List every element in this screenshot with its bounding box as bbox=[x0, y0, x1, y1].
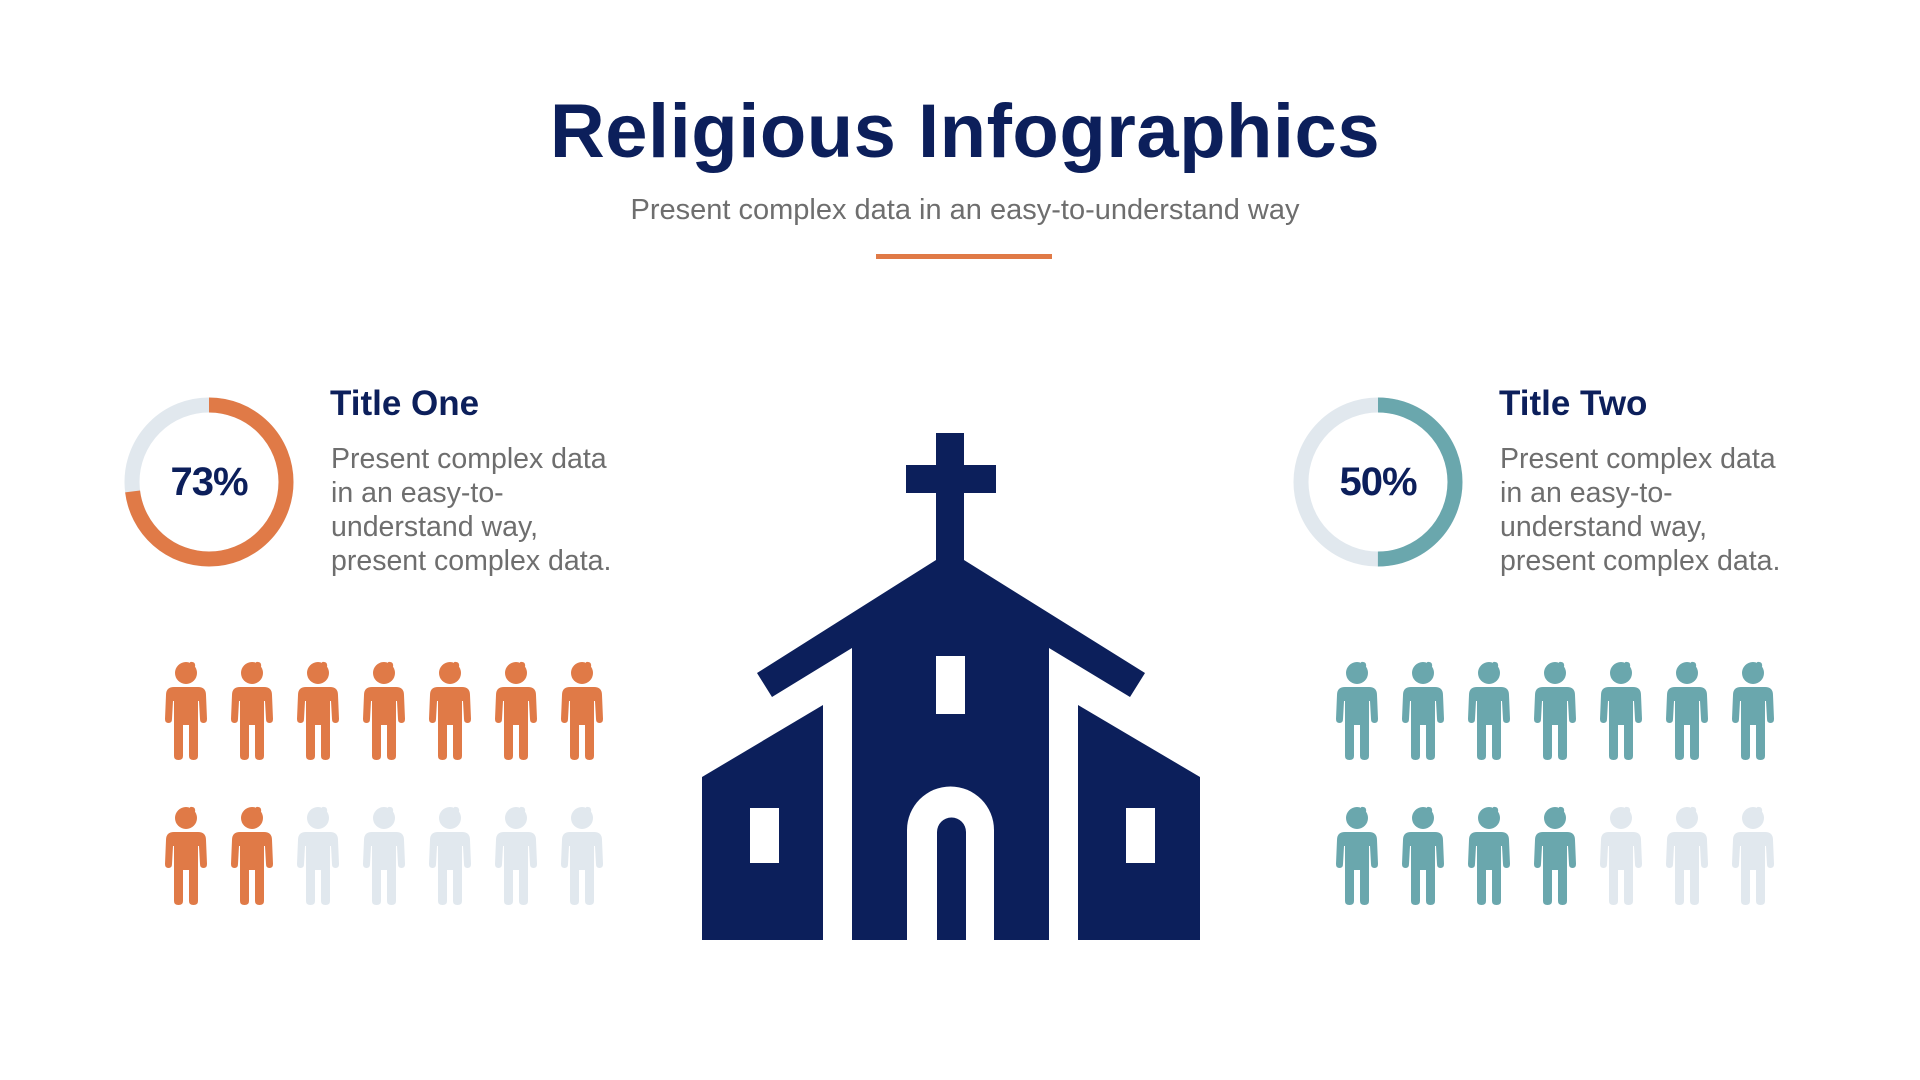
church-door-arch bbox=[907, 786, 994, 940]
church-upper-window bbox=[936, 656, 965, 714]
person-icon bbox=[165, 661, 207, 760]
person-icon bbox=[1732, 661, 1774, 760]
person-icon bbox=[1402, 661, 1444, 760]
cross-horizontal bbox=[906, 465, 996, 493]
person-icon bbox=[1336, 661, 1378, 760]
church-right-wing bbox=[1078, 705, 1200, 940]
person-icon bbox=[1600, 661, 1642, 760]
description-line: understand way, bbox=[331, 511, 539, 543]
description-line: present complex data. bbox=[331, 545, 612, 577]
title-divider bbox=[876, 254, 1052, 259]
person-icon bbox=[165, 806, 207, 905]
person-icon bbox=[1468, 806, 1510, 905]
person-icon bbox=[231, 806, 273, 905]
person-icon bbox=[297, 661, 339, 760]
page-title: Religious Infographics bbox=[549, 89, 1381, 174]
person-icon bbox=[1534, 806, 1576, 905]
percent-label-two: 50% bbox=[1339, 460, 1417, 504]
description-line: in an easy-to- bbox=[331, 477, 504, 509]
church-door bbox=[937, 817, 966, 940]
description-line: understand way, bbox=[1500, 511, 1708, 543]
people-grid-one bbox=[165, 661, 603, 905]
panel-description-one: Present complex data in an easy-to- unde… bbox=[331, 442, 691, 578]
person-icon bbox=[1666, 806, 1708, 905]
church-right-window bbox=[1126, 808, 1155, 863]
church-main-body bbox=[757, 560, 1145, 940]
person-icon bbox=[429, 806, 471, 905]
page-subtitle: Present complex data in an easy-to-under… bbox=[630, 194, 1300, 226]
donut-progress-arc bbox=[1293, 397, 1463, 567]
church-left-wing bbox=[702, 705, 823, 940]
person-icon bbox=[1534, 661, 1576, 760]
donut-progress-arc bbox=[124, 397, 294, 567]
person-icon bbox=[495, 806, 537, 905]
donut-chart-one bbox=[124, 397, 294, 567]
panel-description-two: Present complex data in an easy-to- unde… bbox=[1500, 442, 1860, 578]
person-icon bbox=[231, 661, 273, 760]
panel-title-two: Title Two bbox=[1499, 384, 1648, 423]
person-icon bbox=[363, 661, 405, 760]
description-line: Present complex data bbox=[1500, 443, 1776, 475]
description-line: in an easy-to- bbox=[1500, 477, 1673, 509]
person-icon bbox=[561, 806, 603, 905]
percent-label-one: 73% bbox=[170, 460, 248, 504]
person-icon bbox=[1468, 661, 1510, 760]
church-left-window bbox=[750, 808, 779, 863]
person-icon bbox=[1732, 806, 1774, 905]
donut-chart-two bbox=[1293, 397, 1463, 567]
person-icon bbox=[1600, 806, 1642, 905]
person-icon bbox=[1666, 661, 1708, 760]
panel-title-one: Title One bbox=[330, 384, 480, 423]
person-icon bbox=[495, 661, 537, 760]
person-icon bbox=[1336, 806, 1378, 905]
people-grid-two bbox=[1336, 661, 1774, 905]
cross-vertical bbox=[936, 433, 964, 563]
description-line: present complex data. bbox=[1500, 545, 1781, 577]
description-line: Present complex data bbox=[331, 443, 607, 475]
person-icon bbox=[297, 806, 339, 905]
person-icon bbox=[429, 661, 471, 760]
person-icon bbox=[561, 661, 603, 760]
person-icon bbox=[363, 806, 405, 905]
person-icon bbox=[1402, 806, 1444, 905]
